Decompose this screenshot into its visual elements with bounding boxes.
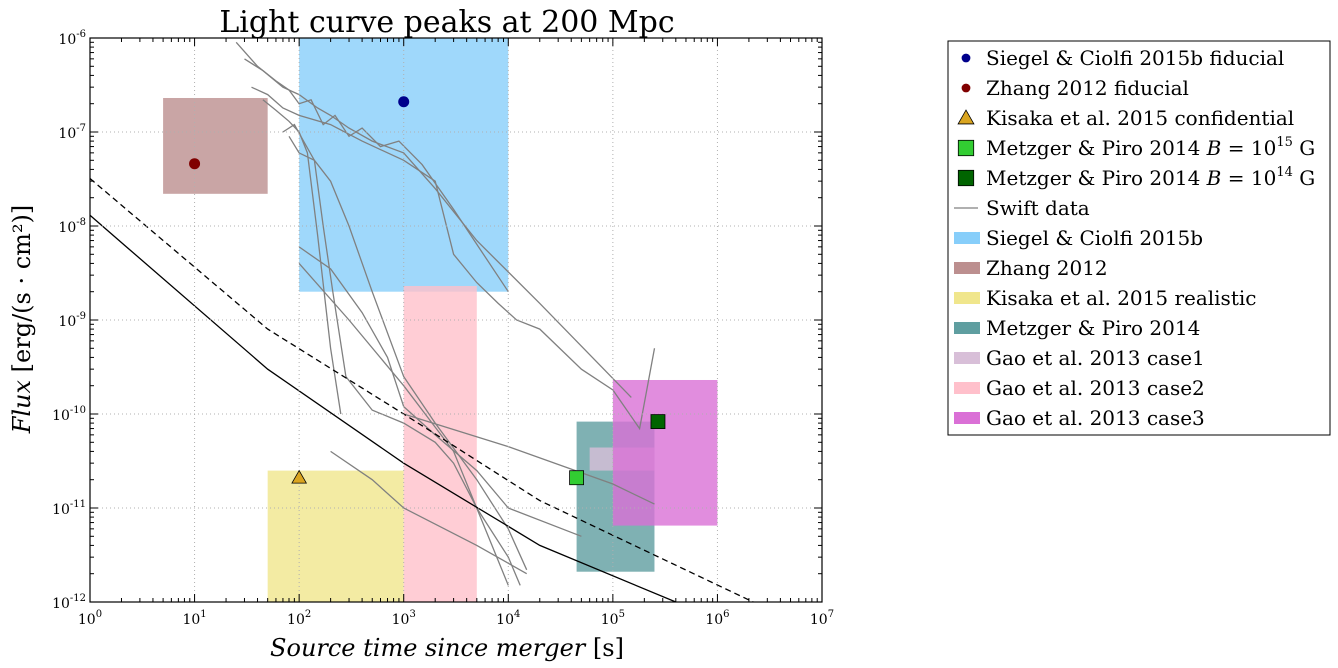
legend-entry-4-label: Metzger & Piro 2014 B = 1015 G	[986, 135, 1315, 160]
legend-entry-2-label: Zhang 2012 fiducial	[986, 76, 1189, 100]
y-tick-label: 10-10	[52, 405, 86, 424]
y-tick-label: 10-11	[52, 499, 86, 518]
legend-entry-9-label: Kisaka et al. 2015 realistic	[986, 286, 1256, 310]
legend-entry-11-patch	[954, 352, 980, 364]
swift-lightcurve-6	[288, 135, 528, 571]
legend-entry-1-label: Siegel & Ciolfi 2015b fiducial	[986, 46, 1284, 70]
legend-entry-8-label: Zhang 2012	[986, 256, 1108, 280]
point-kisaka-et-al-2015-confidential	[291, 469, 308, 484]
y-tick-label: 10-6	[58, 29, 86, 48]
swift-lightcurve-10	[330, 450, 528, 575]
swift-lightcurve-9	[298, 262, 509, 586]
x-tick-label: 101	[182, 609, 206, 628]
y-tick-label: 10-9	[58, 311, 86, 330]
x-tick-label: 100	[78, 609, 102, 628]
legend-entry-12-label: Gao et al. 2013 case2	[986, 376, 1205, 400]
swift-lightcurve-8	[403, 413, 655, 505]
x-tick-label: 104	[496, 609, 520, 628]
legend-entry-5-label: Metzger & Piro 2014 B = 1014 G	[986, 165, 1315, 190]
x-tick-label: 102	[287, 609, 311, 628]
solid-sensitivity-line	[90, 214, 677, 602]
legend: Siegel & Ciolfi 2015b fiducial Zhang 2012…	[947, 40, 1331, 436]
y-tick-label: 10-7	[58, 123, 86, 142]
plot-area: 100 101 102 103 104 105 106 107 10-12 10-11 10-10 1…	[52, 29, 834, 628]
legend-entry-12-patch	[954, 382, 980, 394]
legend-entry-7-patch	[954, 232, 980, 244]
y-tick-label: 10-8	[58, 217, 86, 236]
x-tick-label: 107	[810, 609, 834, 628]
x-tick-label: 103	[392, 609, 416, 628]
swift-lightcurve-4	[262, 99, 342, 415]
legend-entry-9-patch	[954, 292, 980, 304]
legend-entry-7-label: Siegel & Ciolfi 2015b	[986, 226, 1203, 250]
legend-entry-5-marker	[957, 169, 975, 187]
point-zhang-2012-fiducial	[189, 158, 201, 170]
region-kisaka-et-al-2015-realistic	[267, 470, 404, 602]
region-siegel-ciolfi-2015b	[299, 38, 509, 292]
point-siegel-ciolfi-2015b-fiducial	[398, 96, 410, 108]
legend-entry-4-marker	[957, 139, 975, 157]
legend-entry-11-label: Gao et al. 2013 case1	[986, 346, 1205, 370]
point-metzger-piro-2014-b-10-14-g	[650, 414, 666, 430]
legend-entry-13-label: Gao et al. 2013 case3	[986, 406, 1205, 430]
x-axis-label: Source time since merger [s]	[270, 634, 624, 662]
point-metzger-piro-2014-b-10-15-g	[569, 470, 584, 486]
region-gao-et-al-2013-case2	[403, 285, 477, 602]
swift-lightcurve-5	[282, 123, 521, 586]
legend-entry-10-patch	[954, 322, 980, 334]
plot-clipped-content	[90, 38, 754, 602]
y-axis-label: Flux [erg/(s · cm²)]	[8, 205, 36, 435]
legend-frame	[947, 40, 1331, 436]
legend-entry-2-marker	[961, 83, 971, 93]
legend-entry-10-label: Metzger & Piro 2014	[986, 316, 1200, 340]
x-tick-label: 106	[705, 609, 729, 628]
legend-entry-1-marker	[961, 53, 971, 63]
swift-lightcurve-3	[251, 86, 656, 431]
legend-entry-6-label: Swift data	[986, 196, 1090, 220]
swift-lightcurve-2	[244, 58, 632, 398]
swift-lightcurve-1	[235, 41, 509, 293]
legend-entry-8-patch	[954, 262, 980, 274]
x-tick-label: 105	[601, 609, 625, 628]
legend-entry-13-patch	[954, 412, 980, 424]
legend-entry-3-marker	[957, 109, 975, 125]
chart-title: Light curve peaks at 200 Mpc	[219, 5, 674, 40]
region-zhang-2012	[163, 97, 268, 194]
legend-entry-3-label: Kisaka et al. 2015 confidential	[986, 106, 1294, 130]
region-gao-et-al-2013-case3	[612, 379, 718, 526]
y-tick-label: 10-12	[52, 593, 86, 612]
